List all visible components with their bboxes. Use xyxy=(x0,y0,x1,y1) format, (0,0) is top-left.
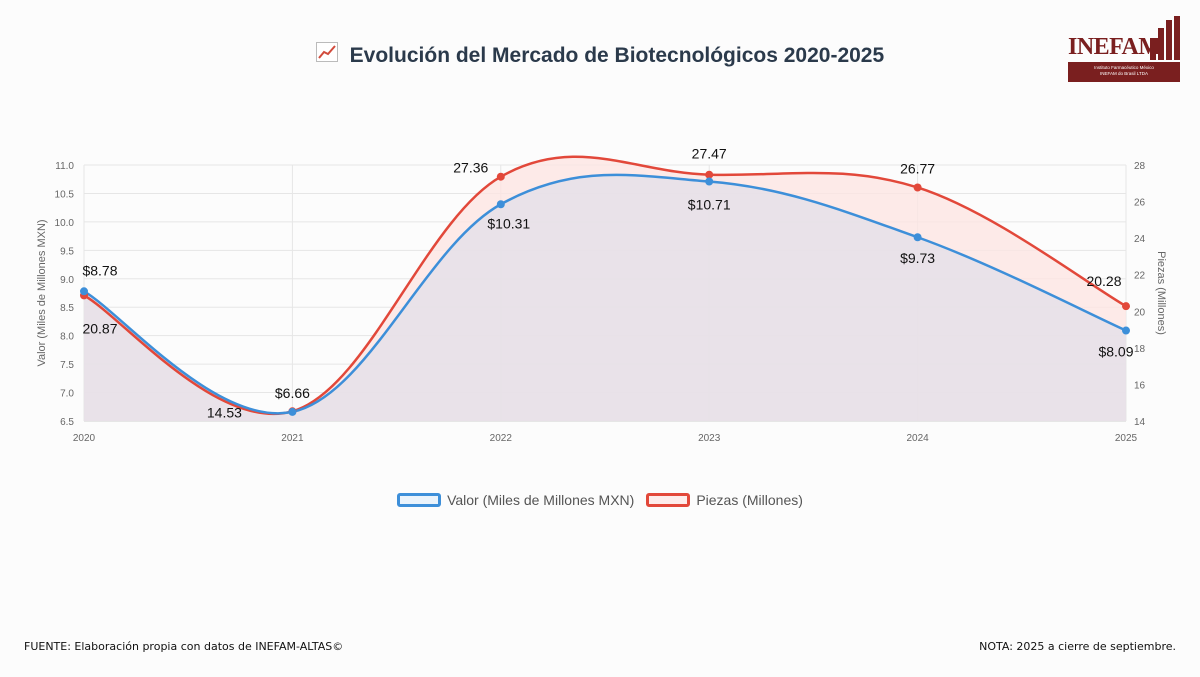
chart-increasing-icon xyxy=(315,42,338,68)
y-axis-title: Valor (Miles de Millones MXN) xyxy=(36,219,48,366)
inefam-logo: INEFAM Instituto Farmacéutico México INE… xyxy=(1068,16,1180,84)
data-label-valor: $8.78 xyxy=(82,262,117,278)
data-label-valor: $8.09 xyxy=(1098,344,1133,360)
y-tick-label: 7.5 xyxy=(60,360,74,371)
y-tick-label: 10.0 xyxy=(55,218,75,229)
y-tick-label: 10.5 xyxy=(55,189,75,200)
legend-item-piezas[interactable]: Piezas (Millones) xyxy=(646,492,803,508)
y-tick-label: 6.5 xyxy=(60,417,74,428)
y2-tick-label: 22 xyxy=(1134,271,1146,282)
y-tick-label: 7.0 xyxy=(60,389,74,400)
line-chart: 6.5 7.0 7.5 8.0 8.5 9.0 9.5 10.0 10.5 11.0 14 16 18 2… xyxy=(36,146,1167,444)
x-tick-label: 2021 xyxy=(281,433,304,444)
chart-title-container: Evolución del Mercado de Biotecnológicos… xyxy=(0,42,1200,68)
legend-swatch-piezas xyxy=(646,493,691,507)
y2-tick-label: 26 xyxy=(1134,198,1146,209)
logo-bars-icon xyxy=(1150,16,1180,60)
legend-item-valor[interactable]: Valor (Miles de Millones MXN) xyxy=(397,492,634,508)
data-label-piezas: 27.36 xyxy=(453,160,488,176)
data-point-valor xyxy=(80,287,88,296)
data-point-piezas xyxy=(1122,302,1130,311)
y-tick-label: 9.5 xyxy=(60,246,74,257)
data-label-valor: $10.71 xyxy=(688,196,731,212)
y-tick-label: 11.0 xyxy=(55,161,74,172)
data-point-piezas xyxy=(496,172,505,181)
y-tick-label: 9.0 xyxy=(60,275,74,286)
data-point-valor xyxy=(705,177,714,186)
y2-tick-label: 20 xyxy=(1134,307,1146,318)
x-tick-label: 2024 xyxy=(906,433,929,444)
data-label-valor: $9.73 xyxy=(900,250,935,266)
logo-line1: Instituto Farmacéutico México xyxy=(1094,65,1154,70)
logo-box: Instituto Farmacéutico México INEFAM do … xyxy=(1068,62,1180,82)
footer-source: FUENTE: Elaboración propia con datos de … xyxy=(24,640,344,653)
y-tick-label: 8.0 xyxy=(60,332,74,343)
y2-axis-title: Piezas (Millones) xyxy=(1155,251,1167,335)
data-label-piezas: 20.28 xyxy=(1086,273,1121,289)
x-tick-label: 2023 xyxy=(698,433,721,444)
data-point-piezas xyxy=(705,170,714,179)
data-point-valor xyxy=(1122,326,1130,335)
area-valor xyxy=(84,174,1126,421)
data-point-valor xyxy=(288,407,297,416)
data-point-valor xyxy=(913,233,922,242)
data-label-piezas: 27.47 xyxy=(692,146,727,162)
series-line-valor xyxy=(83,173,1127,415)
y2-tick-label: 24 xyxy=(1134,234,1146,245)
data-label-piezas: 14.53 xyxy=(207,404,242,420)
data-label-valor: $10.31 xyxy=(487,215,530,231)
y2-tick-label: 16 xyxy=(1134,380,1146,391)
logo-name: INEFAM xyxy=(1068,34,1161,60)
x-tick-label: 2022 xyxy=(490,433,513,444)
x-tick-label: 2020 xyxy=(73,433,96,444)
data-point-valor xyxy=(496,200,505,209)
y2-tick-label: 14 xyxy=(1134,417,1146,428)
legend-label-piezas: Piezas (Millones) xyxy=(696,492,803,508)
data-point-piezas xyxy=(913,183,922,192)
data-label-piezas: 26.77 xyxy=(900,160,935,176)
chart-title: Evolución del Mercado de Biotecnológicos… xyxy=(349,44,885,67)
y-tick-label: 8.5 xyxy=(60,303,74,314)
y2-tick-label: 28 xyxy=(1134,161,1146,172)
footer-note: NOTA: 2025 a cierre de septiembre. xyxy=(979,640,1176,653)
y2-tick-label: 18 xyxy=(1134,344,1146,355)
logo-line2: INEFAM do Brasil LTDA xyxy=(1100,71,1148,76)
data-label-valor: $6.66 xyxy=(275,385,310,401)
x-tick-label: 2025 xyxy=(1115,433,1138,444)
legend-swatch-valor xyxy=(397,493,442,507)
data-label-piezas: 20.87 xyxy=(82,320,117,336)
legend-label-valor: Valor (Miles de Millones MXN) xyxy=(447,492,635,508)
chart-legend: Valor (Miles de Millones MXN) Piezas (Mi… xyxy=(0,492,1200,508)
